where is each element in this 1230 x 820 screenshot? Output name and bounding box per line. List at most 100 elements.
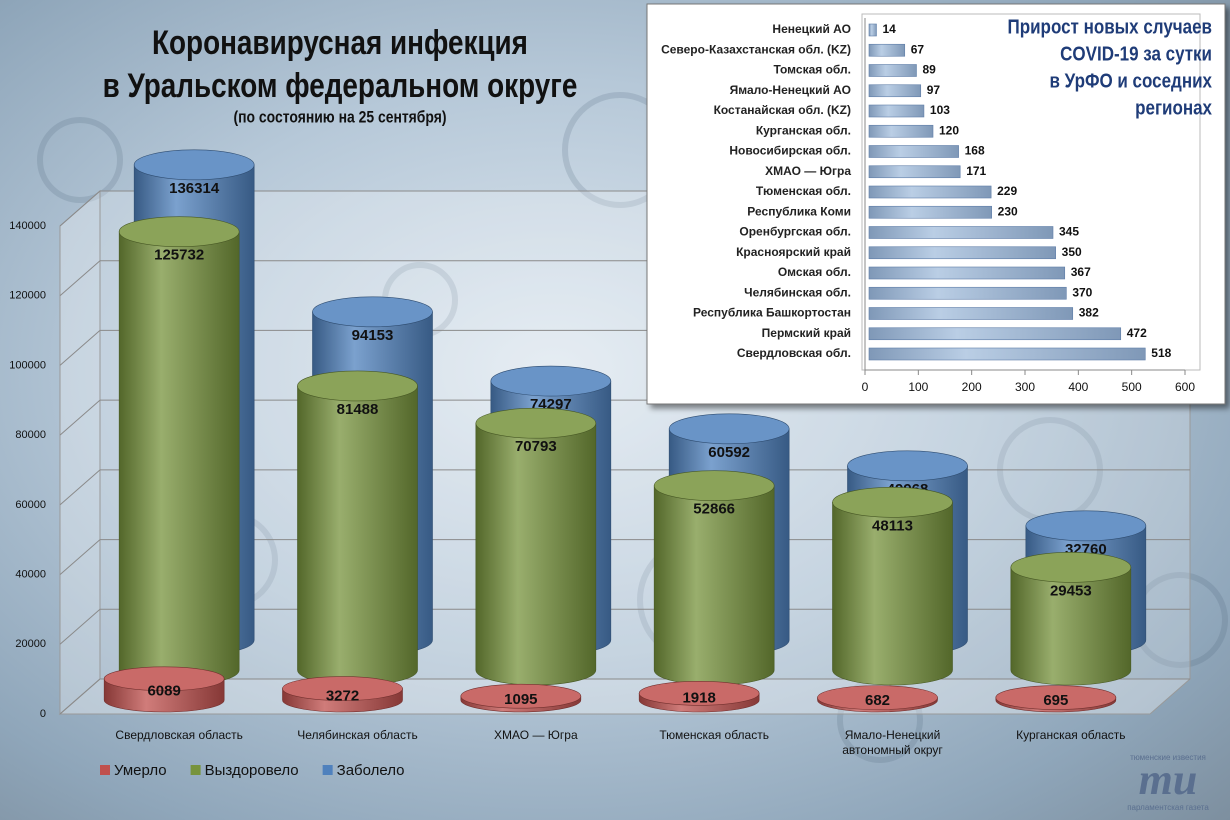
value-label: 230	[998, 204, 1018, 218]
chart-subtitle: (по состоянию на 25 сентября)	[234, 108, 447, 127]
bar	[868, 185, 992, 199]
bar	[868, 43, 906, 57]
bar	[868, 226, 1054, 239]
y-tick-label: 80000	[15, 429, 46, 441]
value-label: 94153	[352, 327, 394, 344]
value-label: 518	[1151, 346, 1171, 360]
y-tick-label: Челябинская обл.	[744, 285, 851, 299]
x-tick-label: 300	[1015, 380, 1035, 394]
y-tick-label: 60000	[15, 499, 46, 511]
side-wall	[59, 189, 101, 716]
bar	[868, 347, 1146, 361]
y-tick-label: 140000	[9, 220, 46, 232]
y-tick-label: 120000	[9, 290, 46, 302]
grid-line	[59, 608, 1190, 645]
grid-line	[59, 469, 1190, 506]
y-tick-label: 40000	[15, 568, 46, 580]
value-label: 3272	[326, 687, 359, 704]
value-label: 136314	[169, 180, 220, 197]
cylinder-top	[847, 450, 968, 482]
cylinder-top	[653, 470, 775, 502]
y-tick-label: Красноярский край	[736, 245, 851, 259]
cylinder	[475, 422, 597, 686]
y-tick-label: ХМАО — Югра	[765, 164, 851, 178]
x-tick-label: Ямало-Ненецкий автономный округ	[842, 728, 943, 757]
value-label: 81488	[337, 401, 379, 418]
cylinder-top	[312, 296, 433, 328]
grid-line	[59, 539, 1190, 575]
x-tick-label: Челябинская область	[297, 728, 418, 742]
value-label: 6089	[147, 682, 180, 699]
cylinder-top	[475, 407, 597, 439]
value-label: 695	[1043, 692, 1068, 709]
y-tick-label: Ямало-Ненецкий АО	[730, 83, 851, 97]
y-tick-label: 100000	[9, 359, 46, 371]
cylinder	[832, 501, 953, 686]
value-label: 29453	[1050, 582, 1092, 599]
cylinder	[118, 231, 240, 686]
cylinder-top	[638, 681, 760, 706]
legend-label: Умерло	[114, 762, 167, 779]
cylinder-top	[832, 486, 953, 518]
cylinder-top	[133, 149, 255, 181]
cylinder-top	[995, 685, 1117, 710]
value-label: 67	[911, 42, 925, 56]
value-label: 682	[865, 692, 890, 709]
bar	[868, 23, 877, 37]
cylinder-top	[1010, 552, 1132, 583]
cylinder-top	[668, 413, 790, 445]
value-label: 97	[927, 83, 941, 97]
value-label: 472	[1127, 326, 1147, 340]
bar	[868, 266, 1066, 280]
bar	[868, 286, 1067, 300]
y-tick-label: Омская обл.	[778, 265, 851, 279]
y-tick-label: Томская обл.	[773, 63, 851, 77]
cylinder-top	[817, 685, 938, 710]
value-label: 370	[1072, 285, 1092, 299]
bar	[868, 145, 959, 158]
chart-title: в Уральском федеральном округе	[103, 66, 578, 104]
cylinder	[297, 385, 418, 686]
logo-top: тюменские известия	[1130, 753, 1206, 762]
value-label: 103	[930, 103, 950, 117]
logo-mark: ти	[1139, 755, 1198, 804]
value-label: 120	[939, 123, 959, 137]
bar	[868, 246, 1056, 260]
cylinder-top	[297, 370, 418, 402]
value-label: 48113	[872, 517, 913, 534]
x-tick-label: 200	[962, 380, 982, 394]
bar	[868, 165, 961, 179]
chart-title: Коронавирусная инфекция	[152, 23, 528, 61]
x-tick-label: ХМАО — Югра	[494, 728, 578, 742]
value-label: 14	[882, 22, 896, 36]
y-tick-label: Новосибирская обл.	[729, 144, 851, 158]
cylinder	[1010, 567, 1132, 686]
x-tick-label: Тюменская область	[659, 728, 769, 742]
bar	[868, 104, 925, 118]
y-tick-label: 20000	[15, 638, 46, 650]
x-tick-label: 500	[1122, 380, 1142, 394]
value-label: 1095	[504, 691, 537, 708]
y-tick-label: Тюменская обл.	[756, 184, 851, 198]
bar	[868, 124, 934, 138]
value-label: 168	[965, 144, 985, 158]
cylinder-top	[282, 676, 403, 701]
bar	[868, 205, 992, 219]
value-label: 89	[922, 63, 936, 77]
value-label: 70793	[515, 438, 557, 455]
y-tick-label: Республика Башкортостан	[693, 306, 851, 320]
x-tick-label: Курганская область	[1016, 728, 1126, 742]
legend-label: Выздоровело	[205, 762, 299, 779]
value-label: 60592	[708, 444, 750, 461]
y-tick-label: Оренбургская обл.	[739, 225, 851, 239]
bar	[868, 327, 1122, 341]
cylinder-top	[103, 666, 225, 692]
y-tick-label: Северо-Казахстанская обл. (KZ)	[661, 42, 851, 56]
cylinder-top	[1025, 510, 1147, 542]
y-tick-label: Республика Коми	[747, 204, 851, 218]
inset-title: регионах	[1135, 96, 1213, 119]
x-tick-label: 0	[862, 380, 869, 394]
value-label: 171	[966, 164, 986, 178]
value-label: 1918	[682, 690, 715, 707]
value-label: 52866	[693, 501, 735, 518]
